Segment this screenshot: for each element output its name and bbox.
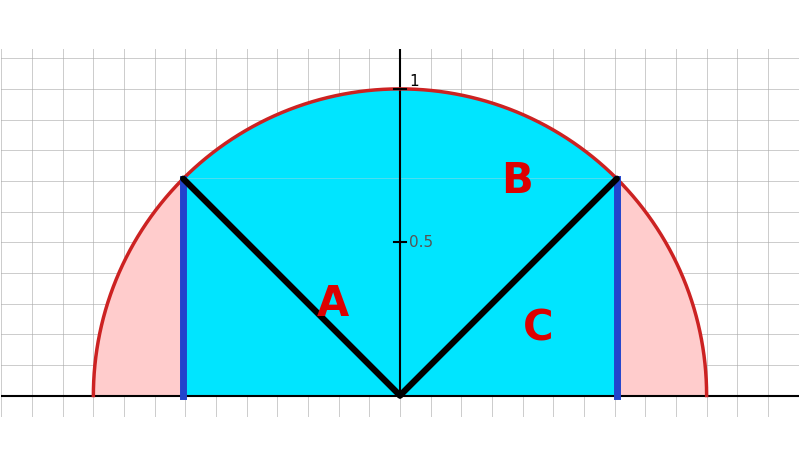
Text: A: A [317,282,349,324]
Text: 0.5: 0.5 [409,235,434,250]
Text: C: C [522,307,554,349]
Polygon shape [183,178,617,396]
Polygon shape [94,89,706,396]
Polygon shape [183,89,617,178]
Text: B: B [501,160,532,202]
Text: 1: 1 [409,74,419,89]
